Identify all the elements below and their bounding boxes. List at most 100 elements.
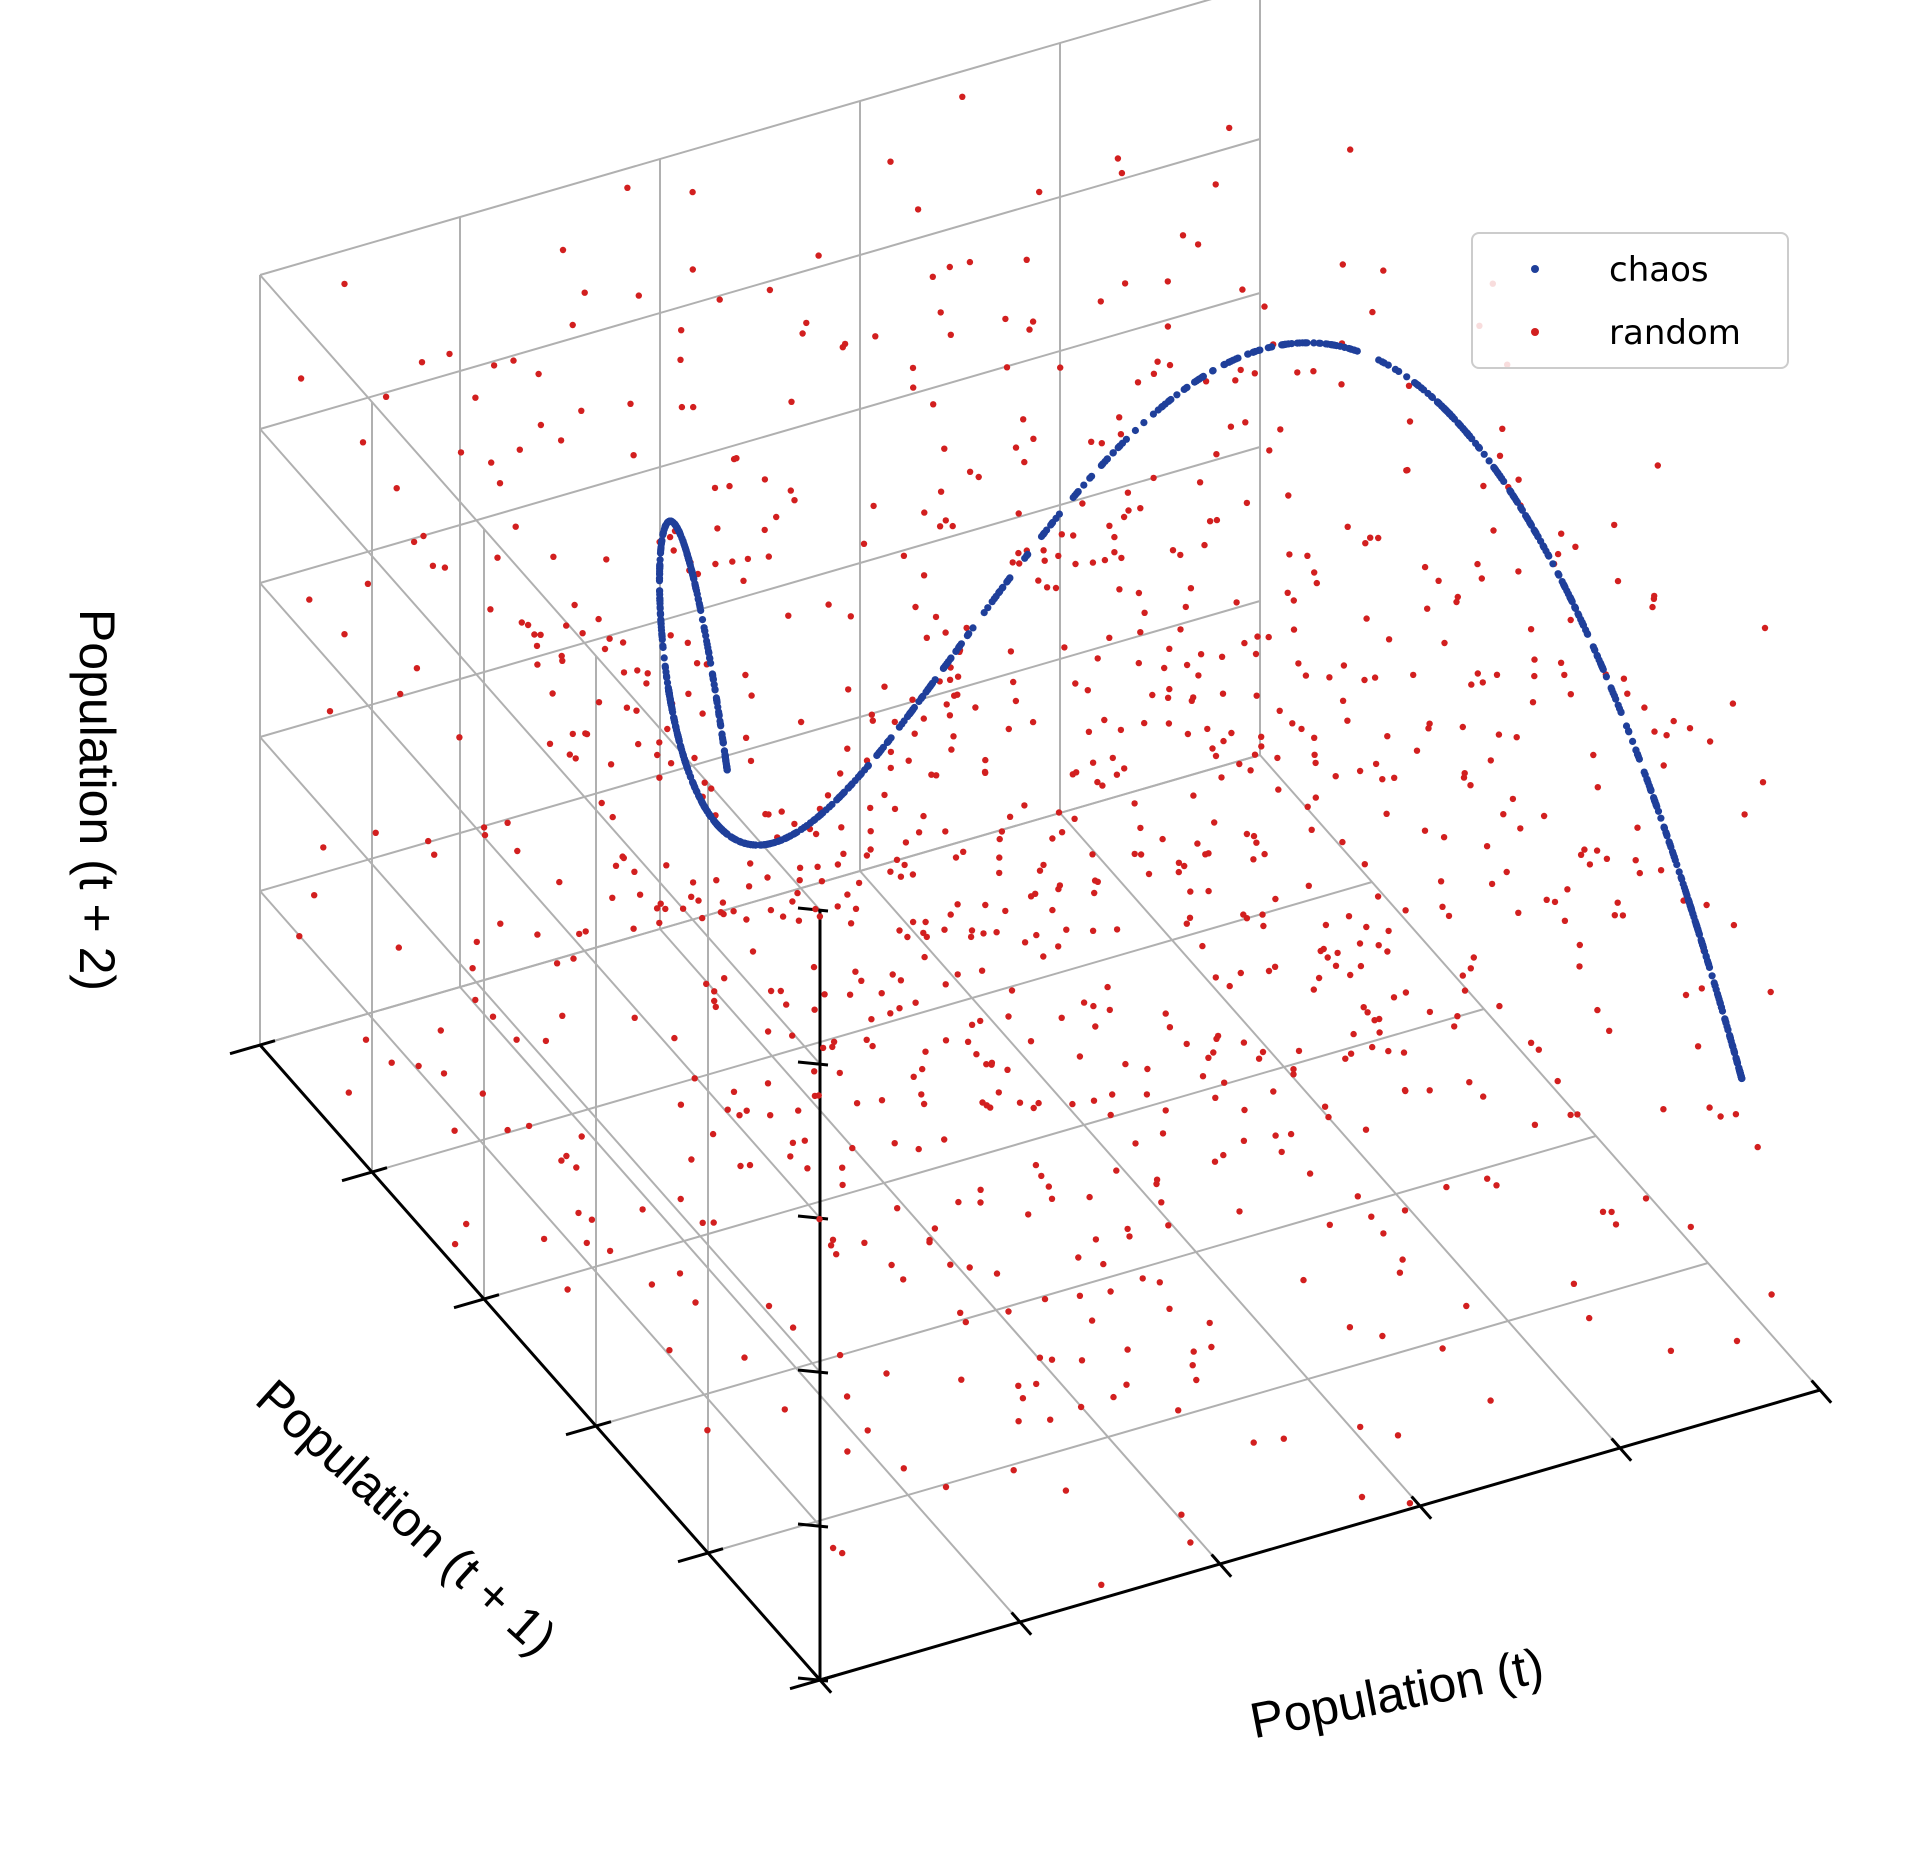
random-point xyxy=(1254,633,1261,640)
random-point xyxy=(690,403,697,411)
random-point xyxy=(839,1181,846,1189)
random-point xyxy=(588,1216,596,1223)
y-axis-tick xyxy=(677,1547,724,1564)
random-point xyxy=(910,1073,917,1081)
random-point xyxy=(1275,786,1282,793)
random-point xyxy=(1183,920,1191,927)
random-point xyxy=(1026,326,1033,333)
random-point xyxy=(1092,1023,1099,1030)
random-point xyxy=(1247,767,1254,774)
random-point xyxy=(364,580,372,587)
random-point xyxy=(1376,1029,1383,1036)
random-point xyxy=(1055,943,1062,950)
random-point xyxy=(740,577,747,584)
random-point xyxy=(1321,1103,1329,1110)
random-point xyxy=(639,1206,646,1213)
random-point xyxy=(1175,868,1183,876)
random-point xyxy=(1347,146,1354,153)
random-point xyxy=(636,891,644,898)
random-point xyxy=(1325,1113,1332,1121)
random-point xyxy=(559,246,567,254)
random-point xyxy=(795,1107,802,1114)
random-point xyxy=(1593,847,1601,854)
chaos-point xyxy=(1673,861,1681,869)
random-point xyxy=(789,1032,796,1039)
random-point xyxy=(469,965,476,972)
random-point xyxy=(1072,560,1079,568)
random-point xyxy=(1391,774,1398,781)
random-point xyxy=(1513,734,1520,741)
random-point xyxy=(952,854,960,861)
random-point xyxy=(912,999,919,1006)
chaos-point xyxy=(656,603,664,611)
random-point xyxy=(1311,569,1318,576)
random-point xyxy=(623,704,631,711)
random-point xyxy=(1016,1099,1024,1106)
random-point xyxy=(1339,261,1347,268)
random-point xyxy=(747,757,755,765)
random-point xyxy=(954,901,961,908)
chaos-point xyxy=(1699,941,1707,949)
random-point xyxy=(946,712,954,719)
random-point xyxy=(654,751,661,759)
random-point xyxy=(996,835,1003,843)
random-point xyxy=(382,393,390,400)
random-point xyxy=(900,1276,907,1283)
chaos-point xyxy=(816,811,825,819)
y-axis-tick xyxy=(453,1293,500,1310)
random-point xyxy=(1332,773,1339,780)
random-point xyxy=(1425,725,1432,732)
random-point xyxy=(1177,626,1184,633)
random-point xyxy=(667,760,675,767)
random-point xyxy=(633,707,640,714)
random-point xyxy=(1686,725,1694,732)
random-point xyxy=(840,850,847,857)
random-point xyxy=(1004,1066,1011,1074)
random-point xyxy=(773,513,780,521)
random-point xyxy=(1005,1308,1012,1315)
random-point xyxy=(563,1152,570,1160)
chaos-point xyxy=(1021,554,1029,562)
random-point xyxy=(909,871,917,878)
chaos-point xyxy=(1578,618,1586,627)
chaos-point xyxy=(1599,665,1607,674)
left-wall-grid-line xyxy=(259,274,821,911)
random-point xyxy=(896,927,903,934)
random-point xyxy=(1089,851,1096,858)
random-point xyxy=(1131,800,1138,807)
random-point xyxy=(1424,605,1431,612)
random-point xyxy=(496,480,504,487)
random-point xyxy=(571,601,578,609)
random-point xyxy=(1294,369,1301,376)
random-point xyxy=(550,553,557,560)
random-point xyxy=(1109,754,1117,762)
random-point xyxy=(1012,444,1020,451)
axis-lines xyxy=(229,906,1833,1694)
random-point xyxy=(942,517,949,524)
random-point xyxy=(595,699,603,706)
random-point xyxy=(1567,1111,1574,1119)
random-point xyxy=(664,725,671,733)
chaos-point xyxy=(695,792,703,800)
random-point xyxy=(320,844,327,851)
random-point xyxy=(490,362,498,369)
random-point xyxy=(1312,759,1319,767)
chaos-point xyxy=(679,752,688,760)
random-point xyxy=(1035,577,1042,584)
random-point xyxy=(901,861,908,869)
random-point xyxy=(535,370,542,378)
right-wall-grid-line xyxy=(259,446,1261,738)
random-point xyxy=(1440,834,1448,841)
random-point xyxy=(703,980,710,988)
chaos-point xyxy=(661,664,670,672)
random-point xyxy=(942,1483,950,1491)
random-point xyxy=(996,854,1003,861)
random-point xyxy=(1390,994,1398,1001)
chaos-point xyxy=(661,523,669,531)
random-point xyxy=(861,1239,868,1247)
random-point xyxy=(1118,554,1125,562)
random-point xyxy=(711,988,718,995)
random-point xyxy=(1467,965,1475,972)
random-point xyxy=(480,824,488,831)
